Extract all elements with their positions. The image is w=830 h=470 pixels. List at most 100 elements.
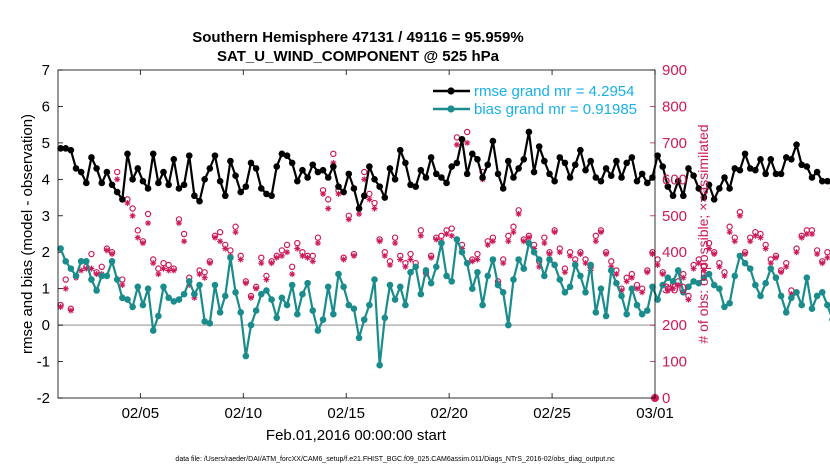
- obs-possible-point: [324, 196, 332, 203]
- obs-possible-point: [88, 250, 95, 258]
- bias-point: [510, 276, 517, 283]
- bias-point: [788, 294, 795, 302]
- obs-assimilated-point: [284, 249, 291, 256]
- bias-point: [674, 267, 682, 274]
- bias-point: [813, 292, 821, 300]
- bias-point: [494, 281, 502, 289]
- rmse-point: [57, 145, 64, 152]
- obs-assimilated-point: [263, 276, 270, 283]
- legend-bias-marker: [447, 105, 455, 113]
- bias-point: [628, 285, 636, 292]
- rmse-point: [726, 185, 733, 192]
- bias-point: [649, 283, 656, 291]
- obs-assimilated-point: [129, 212, 136, 219]
- obs-assimilated-point: [428, 254, 435, 261]
- bias-point: [242, 352, 250, 360]
- obs-possible-point: [330, 150, 337, 158]
- bias-point: [463, 259, 471, 267]
- x-tick-label: 02/25: [533, 405, 571, 422]
- obs-assimilated-point: [556, 249, 563, 256]
- obs-count-markers: [57, 128, 830, 402]
- rmse-point: [402, 159, 409, 167]
- bias-point: [263, 287, 270, 294]
- bias-point: [386, 281, 394, 289]
- obs-assimilated-point: [417, 232, 424, 239]
- bias-point: [793, 289, 800, 296]
- bias-point: [618, 292, 625, 300]
- rmse-point: [520, 155, 528, 163]
- rmse-point: [273, 163, 281, 170]
- right-y-tick-labels: 0 100 200 300 400 500 600 700 800 900: [662, 62, 687, 407]
- obs-assimilated-point: [119, 282, 126, 289]
- rmse-point: [741, 150, 749, 158]
- obs-assimilated-point: [670, 285, 677, 292]
- bias-point: [211, 281, 219, 289]
- bias-point: [422, 267, 430, 274]
- rmse-point: [93, 165, 100, 172]
- plot-frame: [57, 69, 656, 399]
- rmse-point: [160, 168, 167, 176]
- bias-point: [103, 272, 111, 280]
- rmse-point: [381, 194, 389, 201]
- obs-assimilated-point: [124, 200, 131, 207]
- rmse-point: [278, 150, 286, 158]
- rmse-point: [170, 155, 178, 163]
- obs-possible-point: [283, 241, 291, 249]
- obs-assimilated-point: [217, 238, 224, 245]
- rmse-point: [124, 150, 131, 158]
- obs-assimilated-point: [366, 196, 373, 203]
- rmse-point: [777, 170, 785, 178]
- bias-point: [721, 303, 728, 311]
- bias-point: [443, 272, 450, 280]
- y-tick-label: 1: [42, 281, 50, 298]
- bias-point: [453, 236, 461, 243]
- footer-filepath: data file: /Users/raeder/DAI/ATM_forcXX/…: [175, 456, 615, 463]
- obs-possible-point: [62, 276, 69, 283]
- bias-point: [355, 334, 363, 342]
- bias-point: [257, 290, 265, 298]
- obs-possible-point: [98, 263, 105, 270]
- rmse-point: [175, 185, 183, 192]
- obs-possible-point: [654, 256, 661, 263]
- obs-assimilated-point: [350, 252, 357, 259]
- rmse-point: [571, 161, 579, 169]
- obs-assimilated-point: [803, 231, 810, 237]
- rmse-point: [499, 185, 507, 192]
- rmse-point: [618, 174, 625, 181]
- obs-assimilated-point: [222, 245, 229, 252]
- bias-point: [191, 290, 198, 298]
- bias-point: [736, 252, 744, 260]
- rmse-point: [530, 168, 538, 176]
- obs-assimilated-point: [139, 240, 146, 247]
- bias-point: [335, 270, 342, 278]
- bias-point: [438, 239, 445, 247]
- obs-assimilated-point: [561, 269, 568, 276]
- rmse-point: [818, 177, 826, 185]
- bias-point: [716, 285, 723, 292]
- obs-assimilated-point: [736, 212, 743, 219]
- y-tick-label: 3: [42, 208, 50, 225]
- y-tick-label: 5: [42, 135, 50, 152]
- rmse-point: [772, 170, 780, 178]
- rmse-point: [680, 192, 687, 200]
- rmse-point: [659, 163, 667, 170]
- bias-point: [165, 294, 172, 302]
- right-y-tick-label: 500: [662, 208, 687, 225]
- obs-assimilated-point: [767, 260, 774, 267]
- rmse-point: [119, 196, 126, 203]
- bias-point: [57, 245, 64, 252]
- rmse-point: [505, 157, 512, 165]
- rmse-point: [263, 190, 270, 198]
- rmse-series: [57, 128, 830, 212]
- rmse-point: [304, 174, 311, 181]
- bias-point: [402, 301, 409, 309]
- obs-assimilated-point: [237, 256, 244, 263]
- obs-assimilated-point: [402, 263, 409, 270]
- obs-assimilated-point: [582, 260, 589, 267]
- obs-assimilated-point: [160, 265, 167, 272]
- bias-point: [278, 294, 286, 302]
- rmse-point: [448, 163, 456, 170]
- rmse-point: [438, 174, 445, 181]
- obs-possible-point: [448, 225, 455, 232]
